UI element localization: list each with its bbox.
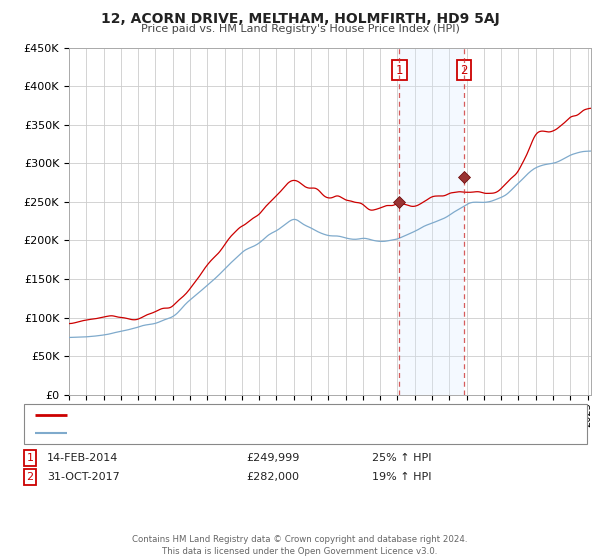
Text: 2: 2	[26, 472, 34, 482]
Text: 14-FEB-2014: 14-FEB-2014	[47, 453, 118, 463]
Text: 12, ACORN DRIVE, MELTHAM, HOLMFIRTH, HD9 5AJ (detached house): 12, ACORN DRIVE, MELTHAM, HOLMFIRTH, HD9…	[73, 410, 433, 421]
Text: 2: 2	[460, 64, 467, 77]
Text: Price paid vs. HM Land Registry's House Price Index (HPI): Price paid vs. HM Land Registry's House …	[140, 24, 460, 34]
Text: 12, ACORN DRIVE, MELTHAM, HOLMFIRTH, HD9 5AJ: 12, ACORN DRIVE, MELTHAM, HOLMFIRTH, HD9…	[101, 12, 499, 26]
Bar	[400, 48, 464, 395]
Text: 31-OCT-2017: 31-OCT-2017	[47, 472, 119, 482]
Text: £249,999: £249,999	[246, 453, 299, 463]
Text: 1: 1	[26, 453, 34, 463]
Text: This data is licensed under the Open Government Licence v3.0.: This data is licensed under the Open Gov…	[163, 547, 437, 556]
Text: £282,000: £282,000	[246, 472, 299, 482]
Text: 19% ↑ HPI: 19% ↑ HPI	[372, 472, 431, 482]
Text: 25% ↑ HPI: 25% ↑ HPI	[372, 453, 431, 463]
Text: HPI: Average price, detached house, Kirklees: HPI: Average price, detached house, Kirk…	[73, 427, 308, 437]
Text: 1: 1	[396, 64, 403, 77]
Text: Contains HM Land Registry data © Crown copyright and database right 2024.: Contains HM Land Registry data © Crown c…	[132, 535, 468, 544]
